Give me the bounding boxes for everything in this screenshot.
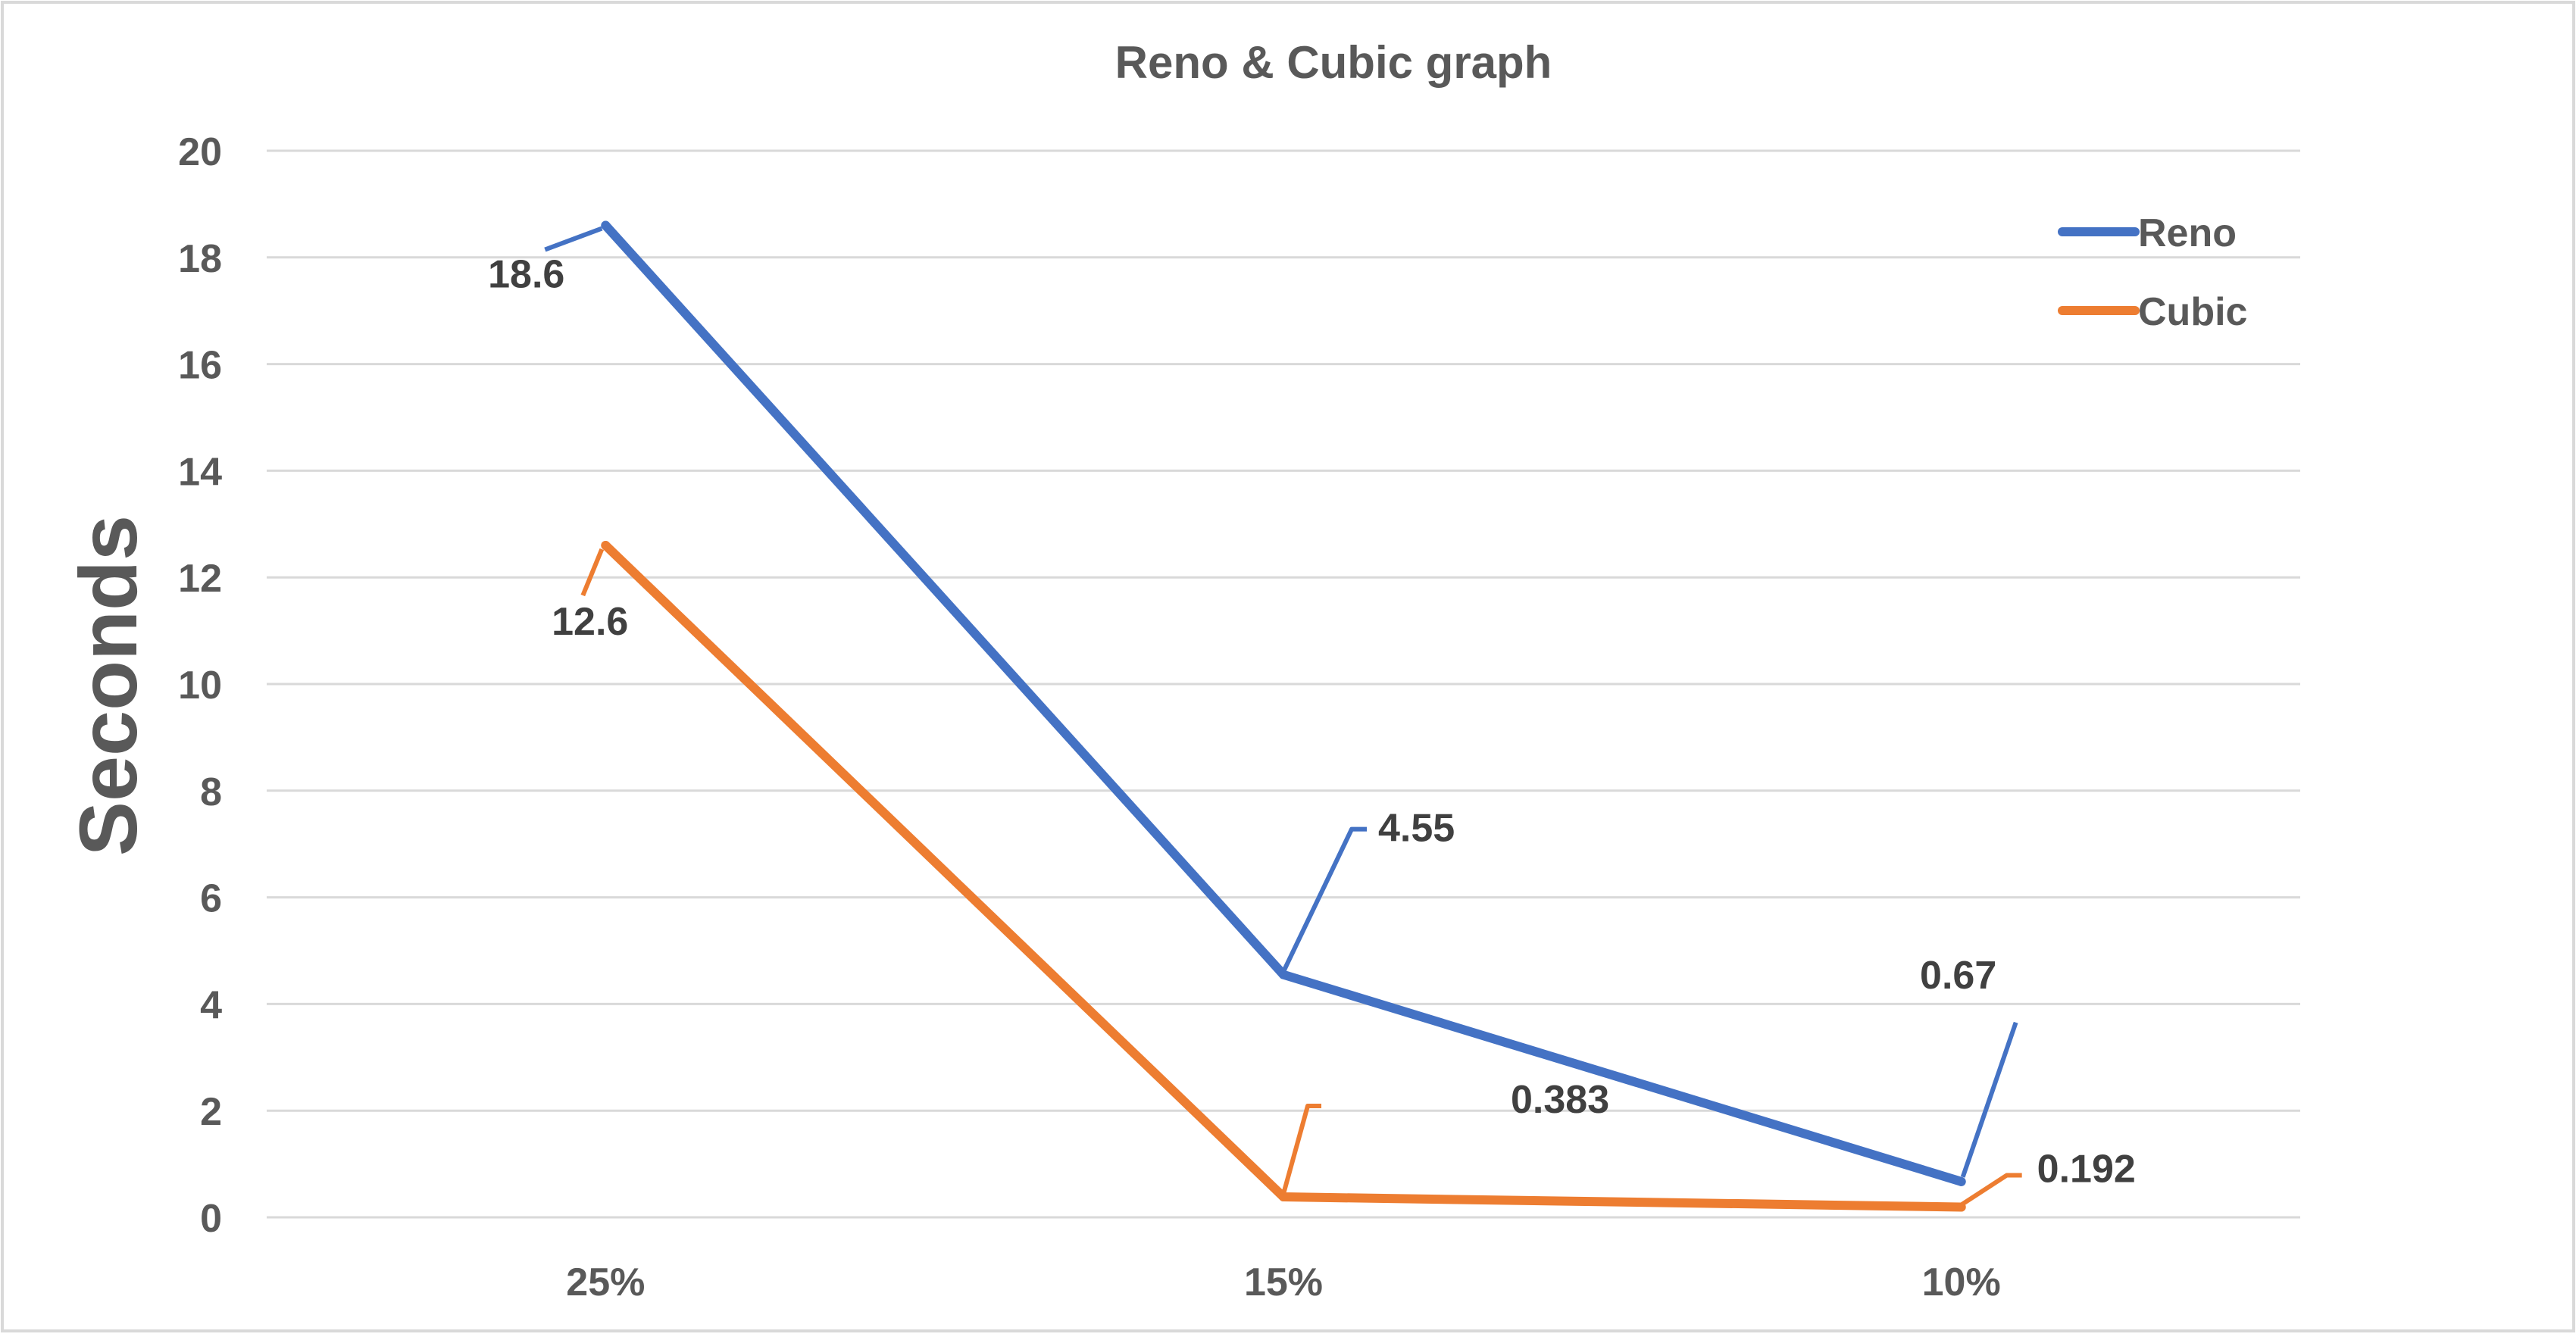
data-point bbox=[1956, 1176, 1966, 1186]
data-label: 0.383 bbox=[1511, 1078, 1609, 1122]
legend: Reno Cubic bbox=[2058, 211, 2247, 334]
y-tick-label: 6 bbox=[200, 877, 222, 921]
data-point bbox=[601, 220, 611, 230]
y-tick-label: 0 bbox=[200, 1197, 222, 1241]
x-tick-label: 10% bbox=[1922, 1260, 2001, 1304]
data-label-leader bbox=[1281, 1104, 1321, 1195]
data-label: 18.6 bbox=[488, 253, 564, 297]
data-labels: 18.6 4.55 0.67 12.6 0.383 0.192 bbox=[488, 226, 2136, 1207]
data-label-leader bbox=[1281, 826, 1367, 973]
data-point bbox=[1279, 970, 1288, 979]
data-label-leader bbox=[544, 226, 603, 252]
y-tick-label: 10 bbox=[178, 664, 222, 708]
y-tick-label: 20 bbox=[178, 130, 222, 174]
data-label: 0.67 bbox=[1920, 954, 1996, 998]
legend-label: Cubic bbox=[2138, 290, 2247, 334]
data-label: 12.6 bbox=[552, 600, 628, 644]
data-label-leader bbox=[1960, 1173, 2022, 1207]
y-axis-title: Seconds bbox=[62, 515, 154, 856]
data-label-leader bbox=[580, 548, 605, 597]
chart-title: Reno & Cubic graph bbox=[1115, 37, 1552, 88]
y-tick-label: 4 bbox=[200, 983, 222, 1027]
y-tick-label: 14 bbox=[178, 450, 222, 494]
x-tick-label: 25% bbox=[566, 1260, 645, 1304]
x-axis-ticks: 25% 15% 10% bbox=[566, 1260, 2000, 1304]
y-tick-label: 12 bbox=[178, 557, 222, 601]
y-tick-label: 16 bbox=[178, 344, 222, 388]
x-tick-label: 15% bbox=[1244, 1260, 1323, 1304]
series-lines bbox=[601, 220, 1966, 1212]
data-point bbox=[1279, 1192, 1288, 1202]
data-label: 0.192 bbox=[2037, 1147, 2136, 1191]
y-axis-ticks: 0 2 4 6 8 10 12 14 16 18 20 bbox=[178, 130, 222, 1241]
y-tick-label: 8 bbox=[200, 770, 222, 814]
y-tick-label: 18 bbox=[178, 237, 222, 281]
data-point bbox=[601, 540, 611, 550]
data-label-leader bbox=[1960, 1021, 2018, 1178]
legend-label: Reno bbox=[2138, 211, 2237, 255]
data-label: 4.55 bbox=[1378, 807, 1455, 851]
gridlines bbox=[267, 149, 2300, 1219]
y-tick-label: 2 bbox=[200, 1090, 222, 1134]
